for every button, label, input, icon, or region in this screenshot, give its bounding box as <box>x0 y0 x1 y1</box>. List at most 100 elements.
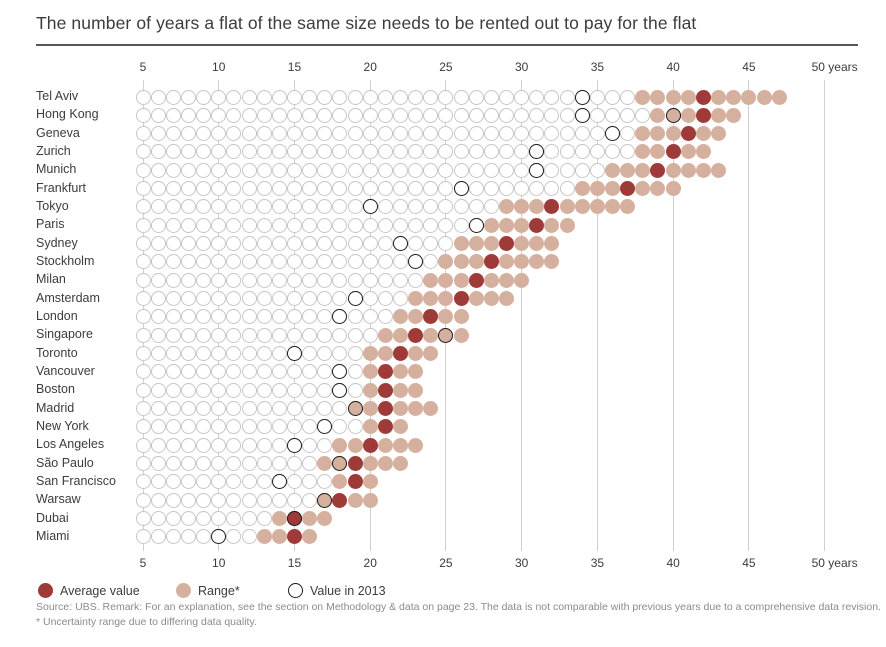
dot-range <box>468 291 484 307</box>
dot-empty <box>408 199 424 215</box>
dot-empty <box>286 419 302 435</box>
dot-empty <box>483 107 499 123</box>
dot-empty <box>196 346 212 362</box>
dot-empty <box>196 217 212 233</box>
dot-empty <box>180 236 196 252</box>
dot-range <box>499 199 515 215</box>
city-label-miami: Miami <box>36 528 70 543</box>
dot-empty <box>317 199 333 215</box>
dot-empty <box>302 309 318 325</box>
dot-range <box>377 327 393 343</box>
dot-empty <box>286 217 302 233</box>
dot-empty <box>196 364 212 380</box>
dot-range <box>377 346 393 362</box>
dot-empty <box>256 89 272 105</box>
dot-empty <box>271 456 287 472</box>
dot-empty <box>589 144 605 160</box>
dot-average <box>695 107 711 123</box>
dot-empty <box>317 162 333 178</box>
dot-empty <box>317 107 333 123</box>
legend-average-label: Average value <box>60 584 140 598</box>
dot-range <box>362 456 378 472</box>
dot-value-2013 <box>332 456 348 472</box>
dot-empty <box>620 144 636 160</box>
dot-empty <box>347 126 363 142</box>
dot-empty <box>211 492 227 508</box>
dot-empty <box>165 144 181 160</box>
dot-empty <box>150 199 166 215</box>
dot-empty <box>256 327 272 343</box>
dot-range <box>605 162 621 178</box>
dot-empty <box>544 107 560 123</box>
city-label-s-o-paulo: São Paulo <box>36 455 94 470</box>
dot-range <box>332 437 348 453</box>
dot-empty <box>559 162 575 178</box>
dot-value-2013 <box>529 162 545 178</box>
dot-empty <box>286 272 302 288</box>
dot-range <box>711 126 727 142</box>
dot-average <box>695 89 711 105</box>
dot-range <box>362 474 378 490</box>
footnote-text: * Uncertainty range due to differing dat… <box>36 616 257 628</box>
dot-empty <box>317 327 333 343</box>
dot-empty <box>135 529 151 545</box>
dot-range <box>483 272 499 288</box>
dot-empty <box>271 236 287 252</box>
city-label-munich: Munich <box>36 162 77 177</box>
dot-empty <box>256 346 272 362</box>
gridline-30 <box>521 80 523 551</box>
dot-empty <box>377 291 393 307</box>
dot-empty <box>589 107 605 123</box>
dot-empty <box>392 126 408 142</box>
dot-empty <box>286 126 302 142</box>
dot-empty <box>332 162 348 178</box>
dot-empty <box>377 236 393 252</box>
dot-value-2013 <box>317 419 333 435</box>
dot-empty <box>135 346 151 362</box>
x-axis-top-tick-5: 5 <box>139 60 147 74</box>
dot-empty <box>256 382 272 398</box>
dot-empty <box>211 309 227 325</box>
dot-range <box>559 199 575 215</box>
dot-empty <box>453 217 469 233</box>
x-axis-bottom-tick-20: 20 <box>363 556 377 570</box>
dot-empty <box>544 89 560 105</box>
dot-empty <box>135 419 151 435</box>
dot-empty <box>241 346 257 362</box>
dot-range <box>483 291 499 307</box>
dot-empty <box>423 107 439 123</box>
gridline-35 <box>596 80 598 551</box>
dot-empty <box>241 474 257 490</box>
dot-empty <box>211 456 227 472</box>
dot-empty <box>529 89 545 105</box>
dot-empty <box>544 162 560 178</box>
dot-empty <box>392 181 408 197</box>
dot-empty <box>150 236 166 252</box>
city-label-paris: Paris <box>36 217 65 232</box>
dot-empty <box>514 181 530 197</box>
dot-empty <box>302 126 318 142</box>
dot-empty <box>241 401 257 417</box>
dot-empty <box>196 199 212 215</box>
dot-range <box>650 107 666 123</box>
dot-empty <box>362 107 378 123</box>
dot-range <box>529 254 545 270</box>
dot-empty <box>241 144 257 160</box>
dot-empty <box>256 162 272 178</box>
dot-range <box>271 529 287 545</box>
dot-range <box>635 89 651 105</box>
dot-empty <box>165 327 181 343</box>
dot-average <box>483 254 499 270</box>
dot-empty <box>135 511 151 527</box>
dot-empty <box>332 254 348 270</box>
dot-empty <box>392 291 408 307</box>
dot-empty <box>150 217 166 233</box>
dot-empty <box>196 382 212 398</box>
dot-range <box>377 437 393 453</box>
dot-range <box>499 291 515 307</box>
dot-empty <box>256 144 272 160</box>
dot-range <box>605 199 621 215</box>
city-label-singapore: Singapore <box>36 327 93 342</box>
dot-empty <box>135 309 151 325</box>
dot-empty <box>180 492 196 508</box>
